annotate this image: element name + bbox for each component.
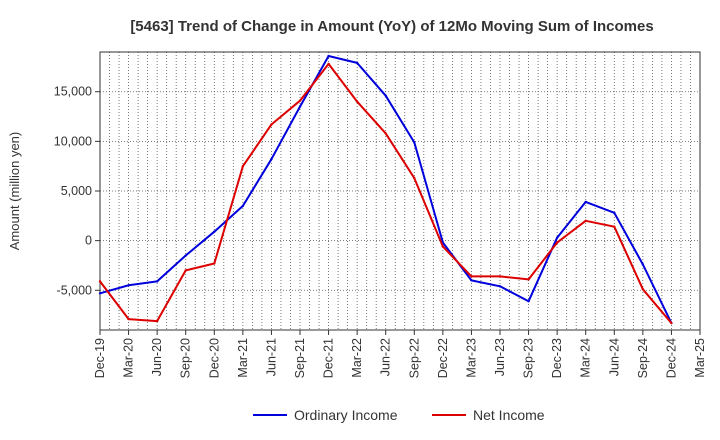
data-point-ordinary-income [584,200,587,204]
x-tick-label: Sep-20 [179,338,193,378]
y-axis: -5,000 0 5,000 10,000 15,000 [54,85,100,297]
data-point-ordinary-income [498,285,502,288]
series-lines [98,54,673,325]
data-point-ordinary-income [613,211,616,215]
x-tick-label: Sep-24 [636,338,650,378]
x-tick-label: Jun-21 [264,338,278,376]
data-point-net-income [355,100,359,103]
data-point-net-income [298,99,302,102]
data-point-ordinary-income [241,204,245,208]
x-tick-label: Dec-20 [207,338,221,378]
x-tick-label: Sep-22 [407,338,421,378]
x-tick-label: Dec-19 [93,338,107,378]
data-point-ordinary-income [470,279,473,282]
data-point-net-income [241,164,245,168]
data-point-ordinary-income [98,292,102,295]
x-axis: Dec-19 Mar-20 Jun-20 Sep-20 Dec-20 Mar-21 Jun-… [93,330,707,378]
y-tick-label: -5,000 [57,283,92,297]
data-point-net-income [327,62,330,66]
y-tick-label: 5,000 [61,184,92,198]
data-point-net-income [270,123,273,126]
x-tick-label: Jun-24 [607,338,621,376]
data-point-net-income [555,241,559,244]
x-tick-label: Mar-23 [464,338,478,378]
x-tick-label: Mar-24 [579,338,593,378]
data-point-ordinary-income [184,254,187,257]
data-point-ordinary-income [213,230,216,233]
legend-label-net-income: Net Income [473,407,545,423]
x-tick-label: Mar-20 [122,338,136,378]
x-tick-label: Dec-23 [550,338,564,378]
legend-label-ordinary-income: Ordinary Income [294,407,398,423]
data-point-net-income [384,132,387,135]
grid [100,52,700,330]
chart-title: [5463] Trend of Change in Amount (YoY) o… [130,18,653,35]
data-point-ordinary-income [127,284,130,287]
data-point-net-income [470,275,473,278]
x-tick-label: Dec-21 [322,338,336,378]
data-point-net-income [155,319,159,323]
data-point-ordinary-income [327,54,330,58]
x-tick-label: Jun-22 [379,338,393,376]
y-tick-label: 15,000 [54,85,92,99]
data-point-net-income [584,219,587,222]
y-axis-label: Amount (million yen) [7,132,22,251]
x-tick-label: Jun-20 [150,338,164,376]
data-point-ordinary-income [384,94,387,97]
y-tick-label: 0 [85,234,92,248]
data-point-net-income [527,278,530,281]
data-point-net-income [184,269,187,272]
data-point-ordinary-income [298,105,302,108]
data-point-ordinary-income [413,141,416,144]
x-tick-label: Mar-22 [350,338,364,378]
data-point-net-income [213,262,216,265]
x-tick-label: Dec-22 [436,338,450,378]
data-point-ordinary-income [155,280,159,283]
x-tick-label: Jun-23 [493,338,507,376]
data-point-net-income [441,245,445,248]
data-point-ordinary-income [641,263,645,266]
data-point-ordinary-income [270,158,273,161]
data-point-net-income [613,225,616,228]
x-tick-label: Sep-23 [522,338,536,378]
data-point-ordinary-income [527,300,530,303]
data-point-ordinary-income [355,61,359,65]
data-point-ordinary-income [555,236,559,239]
data-point-net-income [413,176,416,180]
data-point-net-income [641,288,645,291]
legend: Ordinary Income Net Income [253,407,545,423]
data-point-net-income [670,321,673,325]
x-tick-label: Mar-21 [236,338,250,378]
data-point-net-income [127,317,130,321]
data-point-net-income [98,280,102,283]
data-point-net-income [498,275,502,278]
y-tick-label: 10,000 [54,134,92,148]
x-tick-label: Sep-21 [293,338,307,378]
x-tick-label: Mar-25 [693,338,707,378]
x-tick-label: Dec-24 [664,338,678,378]
